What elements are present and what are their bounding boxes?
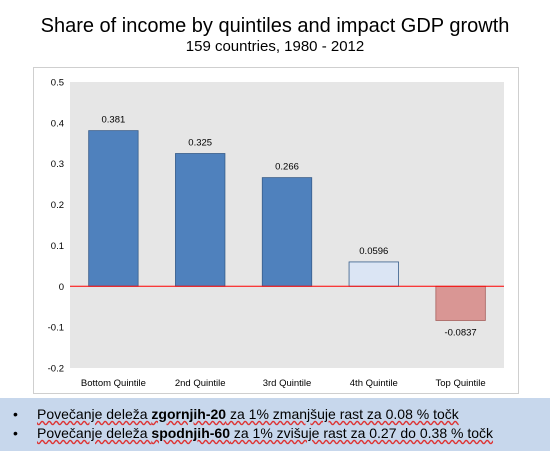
y-tick-label: 0.5 (51, 78, 64, 89)
note-bold: zgornjih-20 (151, 406, 227, 422)
note-bold: spodnjih-60 (151, 425, 230, 441)
note-post: za 1% zmanjšuje rast za 0.08 % točk (226, 406, 459, 422)
y-tick-label: 0.3 (51, 159, 64, 170)
note-pre: Povečanje deleža (37, 406, 152, 422)
bullet-icon: • (13, 406, 18, 422)
note-item: • Povečanje deleža zgornjih-20 za 1% zman… (13, 406, 459, 423)
x-tick-label: 3rd Quintile (263, 378, 312, 389)
chart-area: -0.2 -0.1 0 0.1 0.2 0.3 0.4 0.5 0.381 Bottom Quin… (33, 67, 519, 394)
note-pre: Povečanje deleža (37, 425, 152, 441)
x-tick-label: Bottom Quintile (81, 378, 146, 389)
note-text: Povečanje deleža spodnjih-60 za 1% zvišu… (37, 425, 493, 441)
x-tick-label: 4th Quintile (350, 378, 398, 389)
bar (435, 285, 486, 321)
bar (88, 130, 139, 287)
bar (261, 177, 313, 287)
chart-title: Share of income by quintiles and impact … (40, 15, 510, 37)
data-label: 0.266 (275, 162, 299, 173)
y-tick-label: 0.1 (51, 241, 64, 252)
note-text: Povečanje deleža zgornjih-20 za 1% zmanj… (37, 406, 459, 422)
bullet-icon: • (13, 425, 18, 441)
bar (348, 261, 399, 287)
x-tick-label: 2nd Quintile (175, 378, 226, 389)
y-tick-label: 0.2 (51, 200, 64, 211)
y-tick-label: -0.2 (48, 364, 64, 375)
bar (175, 153, 226, 287)
note-item: • Povečanje deleža spodnjih-60 za 1% zviš… (13, 425, 493, 442)
chart-header: Share of income by quintiles and impact … (0, 14, 550, 56)
note-post: za 1% zvišuje rast za 0.27 do 0.38 % toč… (229, 425, 494, 441)
data-label: 0.325 (188, 138, 212, 149)
bar-chart: -0.2 -0.1 0 0.1 0.2 0.3 0.4 0.5 0.381 Bottom Quin… (48, 78, 504, 389)
data-label: 0.381 (102, 115, 126, 126)
data-label: 0.0596 (359, 246, 388, 257)
data-label: -0.0837 (444, 327, 476, 338)
x-tick-label: Top Quintile (436, 378, 486, 389)
y-tick-label: 0 (59, 282, 64, 293)
chart-subtitle: 159 countries, 1980 - 2012 (185, 38, 365, 55)
y-tick-label: -0.1 (48, 323, 64, 334)
y-tick-label: 0.4 (51, 118, 64, 129)
notes-panel: • Povečanje deleža zgornjih-20 za 1% zman… (0, 398, 550, 451)
